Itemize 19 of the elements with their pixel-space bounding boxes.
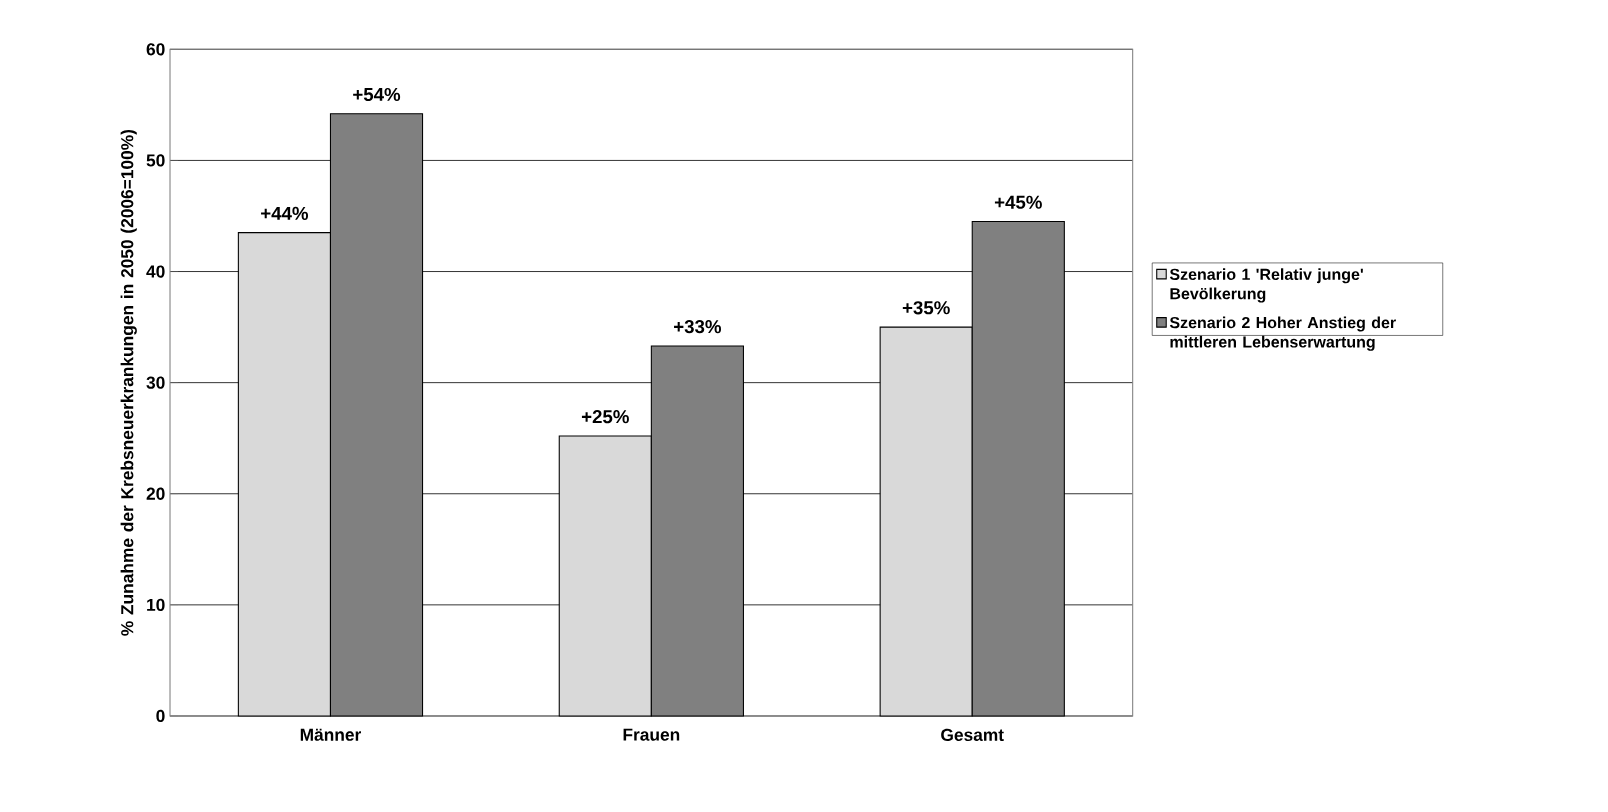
x-tick-label: Frauen [623, 728, 680, 741]
data-label: +33% [674, 320, 722, 334]
data-label: +45% [994, 195, 1042, 209]
x-tick-label: Gesamt [941, 728, 1004, 741]
y-tick-label: 0 [156, 709, 165, 723]
y-tick-label: 50 [146, 154, 165, 167]
data-label: +54% [353, 87, 401, 102]
y-tick-label: 10 [147, 598, 165, 612]
y-tick-label: 40 [146, 265, 165, 278]
x-tick-label: Männer [300, 728, 362, 741]
y-axis-title: % Zunahme der Krebsneuerkrankungen in 2050 (2006=100%) [120, 129, 137, 636]
legend-label: Szenario 2 Hoher Anstieg der mittleren Lebenserwartung [1169, 316, 1396, 351]
data-label: +25% [581, 410, 629, 424]
y-tick-label: 30 [146, 376, 165, 389]
y-tick-label: 60 [146, 43, 165, 56]
data-label: +35% [902, 301, 950, 315]
legend-label: Szenario 1 'Relativ junge' Bevölkerung [1169, 268, 1363, 303]
y-tick-label: 20 [146, 487, 165, 500]
data-label: +44% [261, 206, 309, 220]
